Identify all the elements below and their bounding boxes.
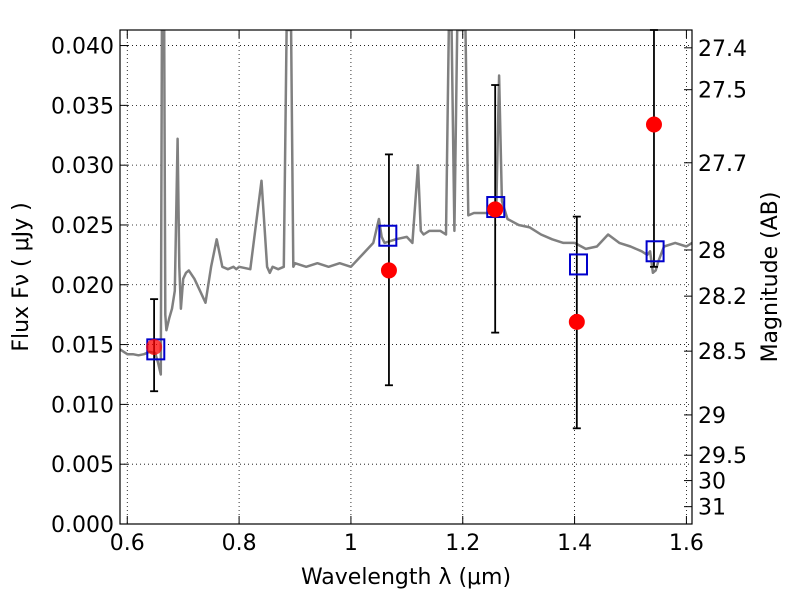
right-tick-label: 27.5	[698, 79, 747, 104]
y-tick-label: 0.025	[51, 214, 114, 239]
y-tick-label: 0.005	[51, 453, 114, 478]
right-tick-label: 27.7	[698, 152, 747, 177]
y-axis-label: Flux Fν ( μJy )	[9, 202, 34, 351]
observed-photometry-point	[645, 116, 662, 133]
plot-frame	[119, 29, 693, 525]
right-tick-label: 30	[698, 470, 726, 495]
observed-photometry-point	[146, 338, 163, 355]
x-axis-label: Wavelength λ (μm)	[301, 565, 511, 590]
x-tick-label: 1.6	[669, 531, 704, 556]
photometry-layer	[146, 29, 665, 430]
right-tick-label: 28.2	[698, 285, 747, 310]
x-tick-label: 0.6	[110, 531, 145, 556]
x-tick-label: 0.8	[222, 531, 257, 556]
model-photometry-square	[378, 224, 398, 247]
y-tick-label: 0.000	[51, 513, 114, 538]
right-tick-label: 29.5	[698, 444, 747, 469]
right-tick-label: 27.4	[698, 37, 747, 62]
observed-photometry-point	[380, 262, 397, 279]
y-tick-label: 0.035	[51, 94, 114, 119]
model-photometry-square	[645, 240, 665, 263]
y-tick-label: 0.030	[51, 154, 114, 179]
right-tick-label: 28	[698, 239, 726, 264]
model-photometry-square	[568, 253, 588, 276]
y-axis-label-right: Magnitude (AB)	[758, 192, 783, 363]
model-spectrum-line	[120, 30, 692, 376]
plot-area	[120, 29, 692, 430]
spectrum-layer	[120, 30, 692, 376]
right-tick-label: 28.5	[698, 340, 747, 365]
y-tick-label: 0.020	[51, 274, 114, 299]
right-tick-label: 31	[698, 496, 726, 521]
x-tick-label: 1.4	[557, 531, 592, 556]
observed-photometry-point	[487, 201, 504, 218]
grid-lines	[120, 30, 692, 525]
y-tick-label: 0.010	[51, 393, 114, 418]
x-tick-label: 1.2	[445, 531, 480, 556]
y-tick-label: 0.015	[51, 334, 114, 359]
right-tick-label: 29	[698, 404, 726, 429]
axis-ticks: 0.6 0.8 1 1.2 1.4 1.6 0.000 0.005 0.010 0.015 0.02…	[51, 30, 747, 556]
observed-photometry-point	[568, 313, 585, 330]
y-tick-label: 0.040	[51, 35, 114, 60]
x-tick-label: 1	[344, 531, 358, 556]
